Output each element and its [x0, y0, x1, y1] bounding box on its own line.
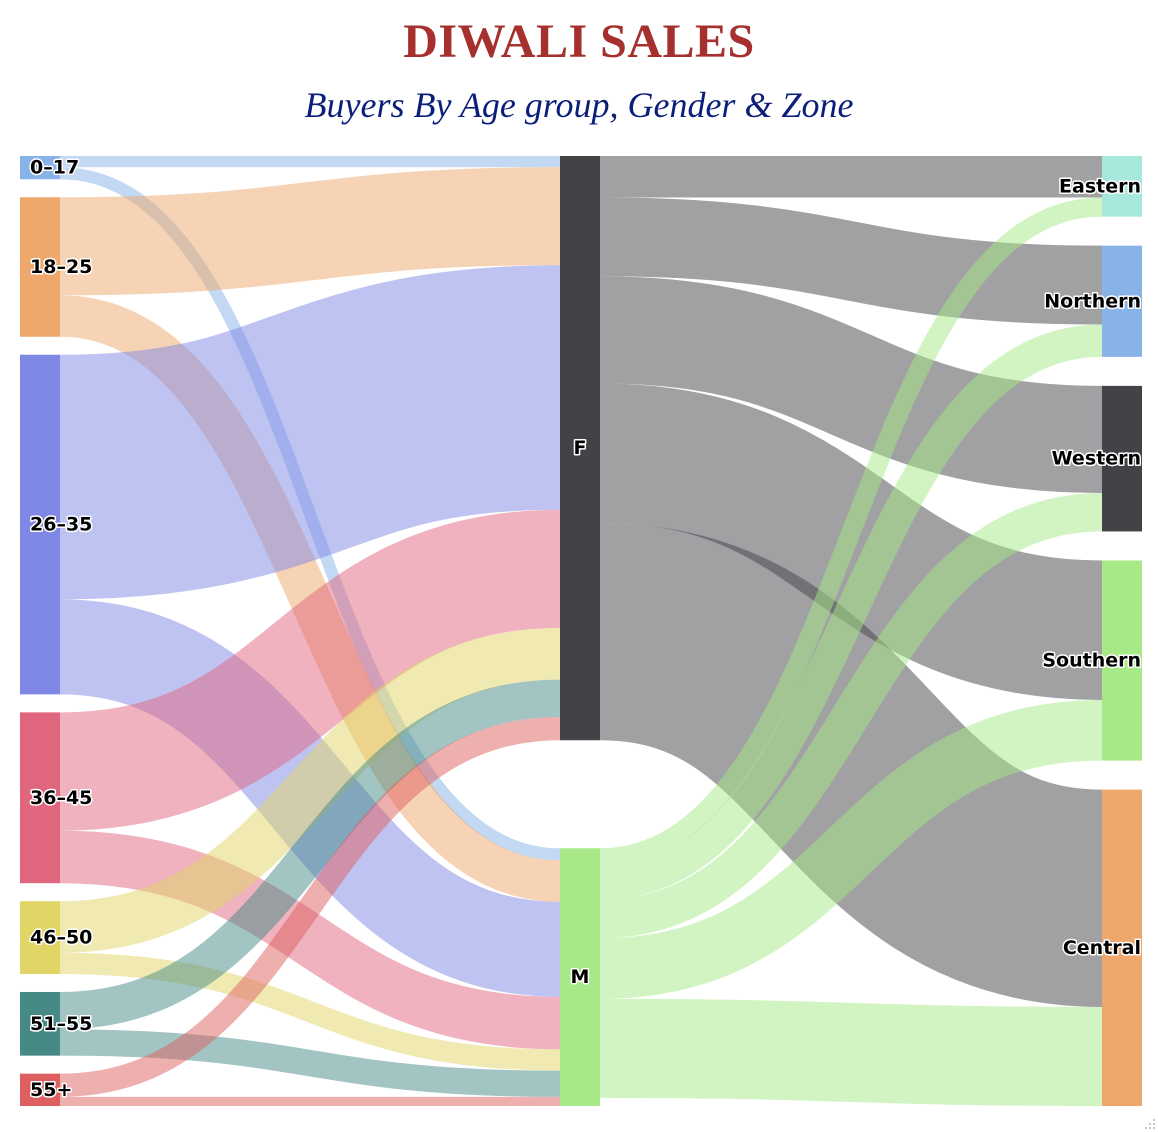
link-18-25-to-F[interactable] — [59, 167, 561, 296]
node-label-Eastern: Eastern — [1059, 175, 1141, 197]
node-51-55[interactable] — [20, 991, 60, 1056]
node-label-F: F — [574, 437, 587, 459]
link-F-to-Western[interactable] — [599, 276, 1103, 494]
node-55+[interactable] — [20, 1073, 60, 1106]
link-36-45-to-M[interactable] — [59, 830, 561, 1050]
node-label-18-25: 18–25 — [30, 256, 92, 278]
sankey-links — [58, 155, 1106, 1106]
node-Central[interactable] — [1102, 789, 1142, 1106]
node-label-26-35: 26–35 — [30, 514, 92, 536]
link-F-to-Central[interactable] — [596, 522, 1106, 1007]
node-Eastern[interactable] — [1102, 156, 1142, 217]
chart-subtitle: Buyers By Age group, Gender & Zone — [304, 85, 854, 125]
node-label-0-17: 0–17 — [30, 157, 79, 179]
node-46-50[interactable] — [20, 901, 60, 974]
sankey-nodes — [20, 156, 1142, 1106]
link-51-55-to-M[interactable] — [59, 1029, 561, 1097]
link-F-to-Northern[interactable] — [599, 197, 1103, 325]
resize-grip-icon[interactable] — [1142, 1116, 1156, 1130]
link-M-to-Southern[interactable] — [599, 699, 1103, 999]
link-51-55-to-F[interactable] — [59, 679, 561, 1030]
node-label-M: M — [571, 966, 590, 988]
node-F[interactable] — [560, 156, 600, 741]
link-M-to-Western[interactable] — [599, 493, 1103, 939]
sankey-labels: 0–17 18–25 26–35 36–45 46–50 51–55 55+ F M Easter… — [29, 155, 1143, 1102]
link-46-50-to-F[interactable] — [59, 628, 561, 953]
link-26-35-to-F[interactable] — [58, 265, 562, 600]
link-46-50-to-M[interactable] — [59, 952, 561, 1071]
node-36-45[interactable] — [20, 712, 60, 884]
node-label-Central: Central — [1063, 937, 1141, 959]
node-label-Northern: Northern — [1044, 290, 1141, 312]
node-label-46-50: 46–50 — [30, 927, 92, 949]
node-label-Southern: Southern — [1042, 650, 1141, 672]
node-M[interactable] — [560, 848, 600, 1106]
node-Western[interactable] — [1102, 385, 1142, 532]
link-M-to-Northern[interactable] — [599, 324, 1103, 900]
node-label-55+: 55+ — [30, 1079, 72, 1101]
link-M-to-Eastern[interactable] — [599, 197, 1103, 868]
node-Northern[interactable] — [1102, 245, 1142, 357]
node-Southern[interactable] — [1102, 560, 1142, 761]
node-26-35[interactable] — [20, 354, 60, 695]
node-18-25[interactable] — [20, 197, 60, 337]
node-label-Western: Western — [1052, 448, 1141, 470]
chart-title: DIWALI SALES — [403, 15, 755, 68]
link-M-to-Central[interactable] — [599, 998, 1103, 1106]
link-55+-to-F[interactable] — [59, 716, 561, 1097]
link-36-45-to-F[interactable] — [58, 509, 562, 831]
node-label-51-55: 51–55 — [30, 1013, 92, 1035]
node-label-36-45: 36–45 — [30, 787, 92, 809]
node-0-17[interactable] — [20, 156, 60, 180]
